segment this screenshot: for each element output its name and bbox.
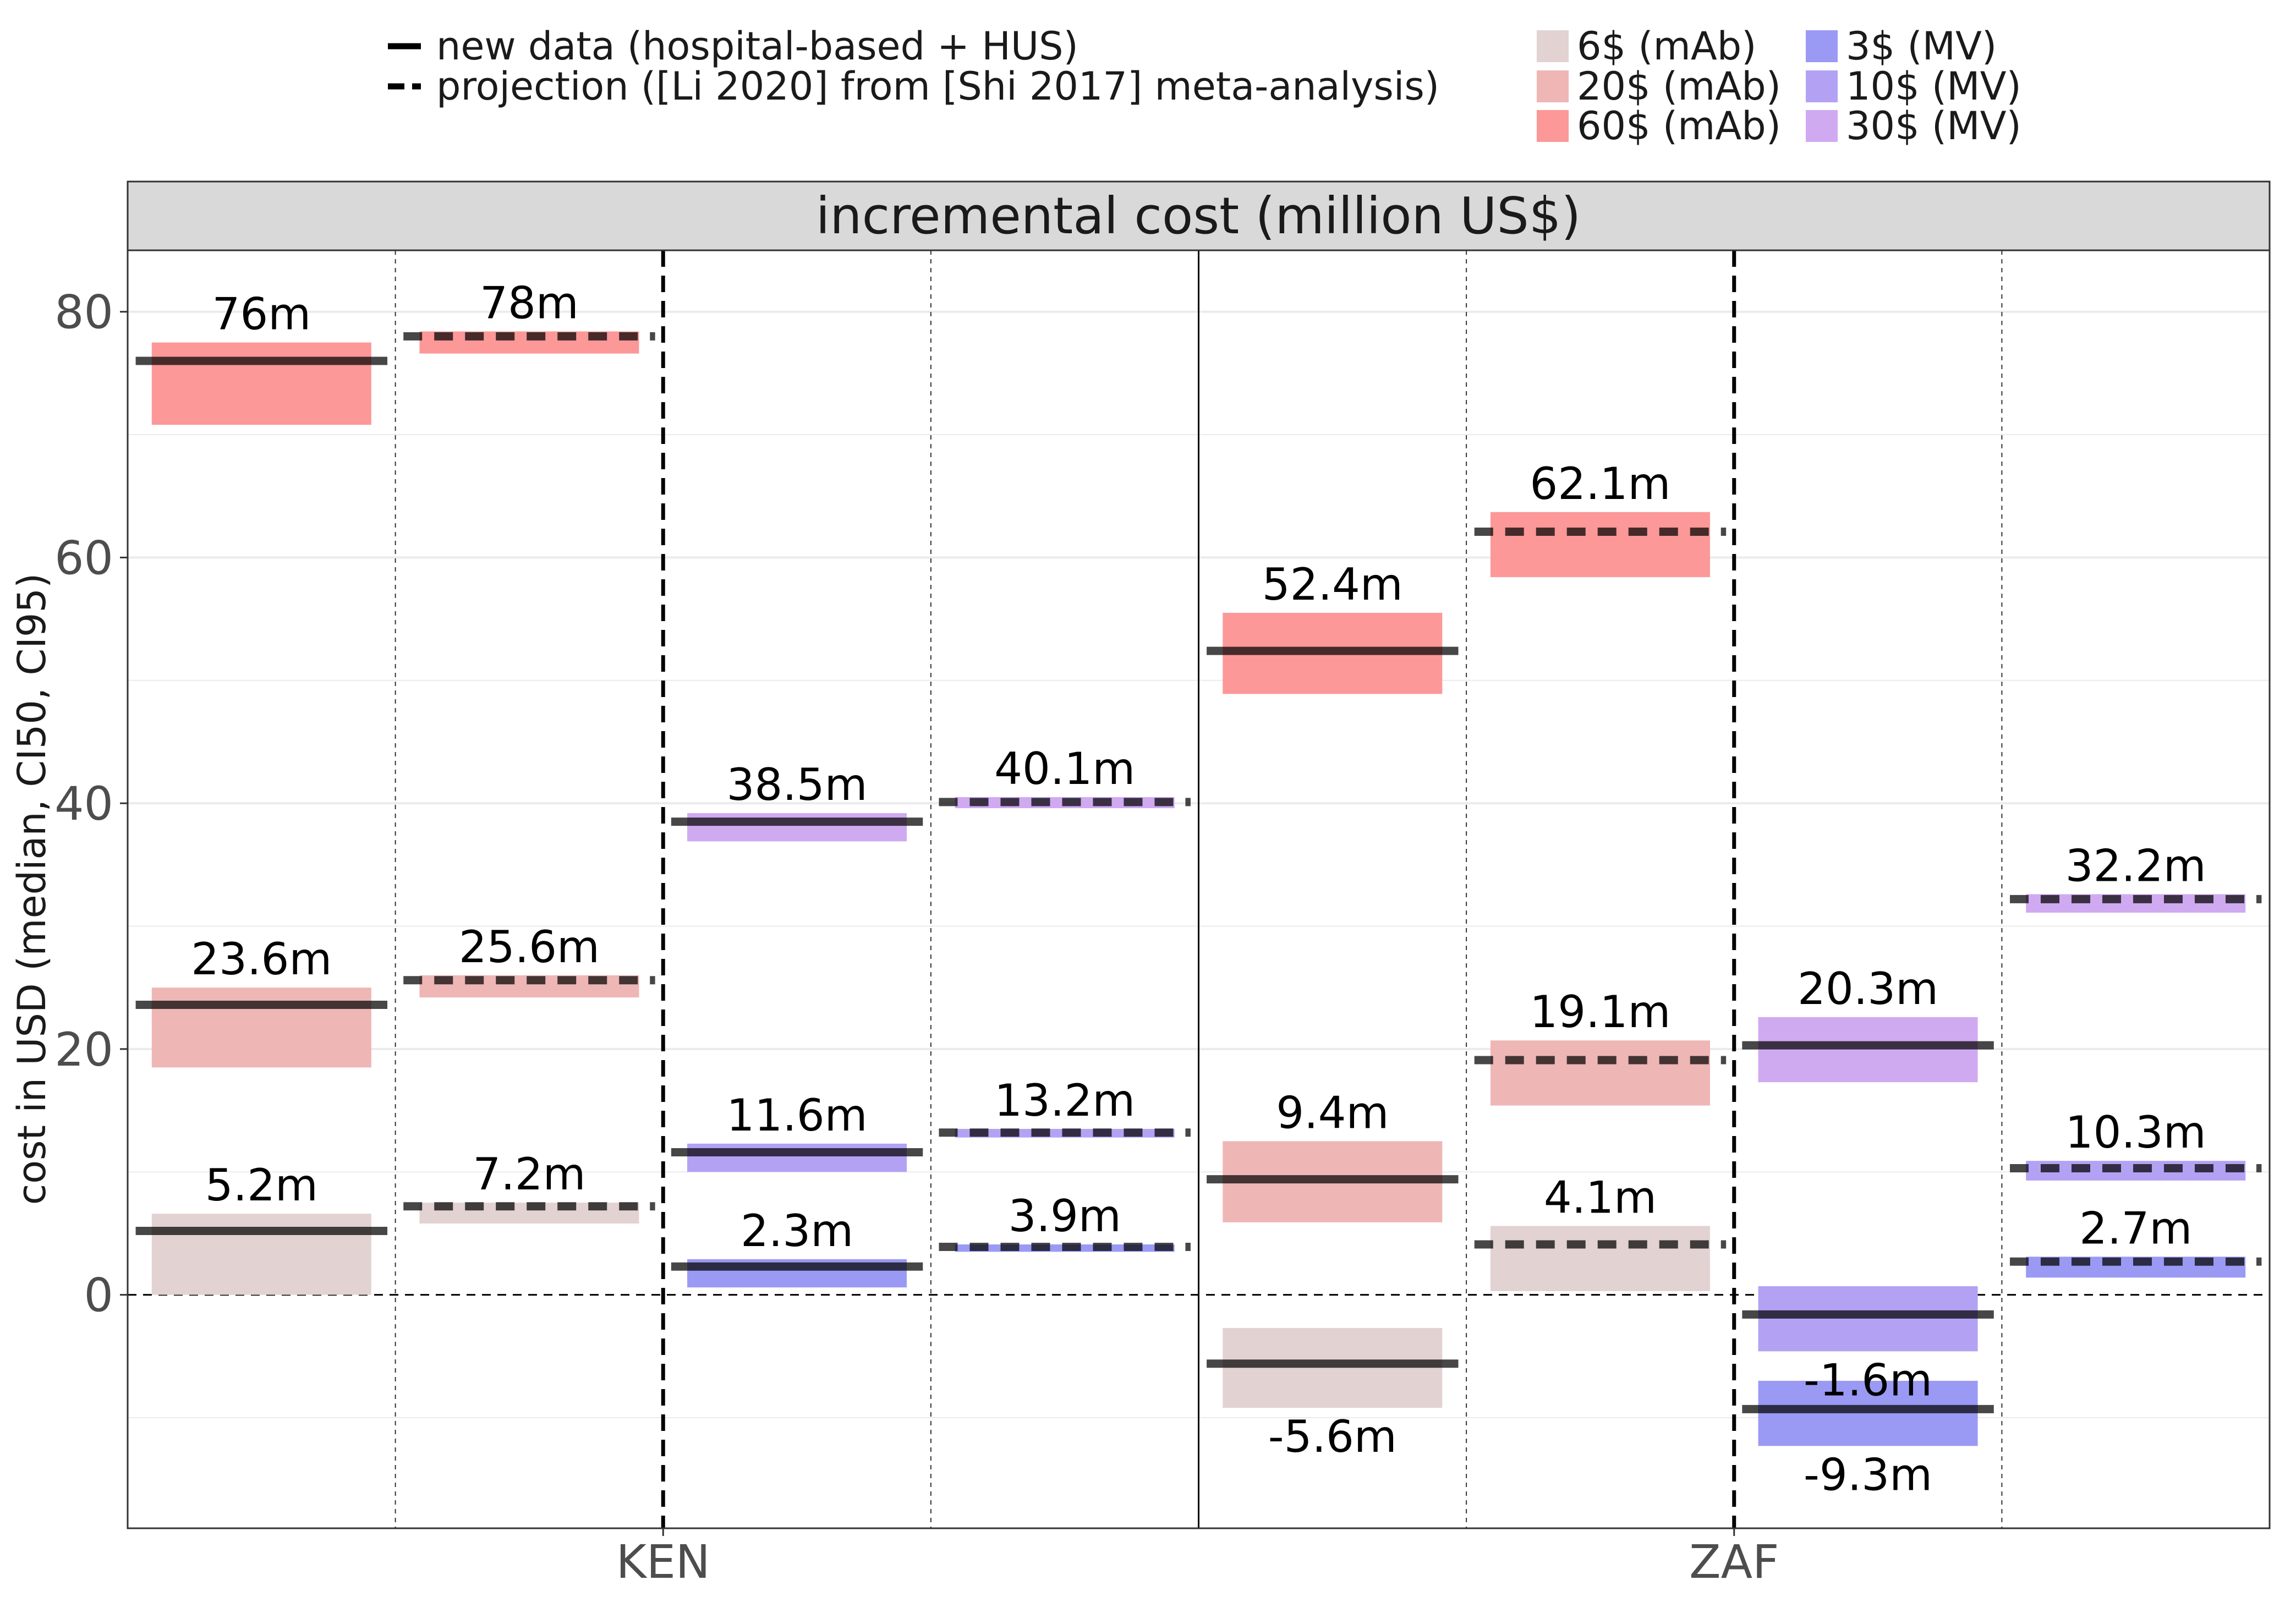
ci50-band — [151, 1214, 371, 1295]
legend-swatch-20-mab — [1537, 70, 1569, 102]
value-label: 23.6m — [191, 934, 332, 985]
value-label: -1.6m — [1804, 1354, 1932, 1406]
legend-swatch-30-mv — [1806, 110, 1838, 142]
y-tick-label: 0 — [84, 1269, 113, 1323]
ci50-band — [1490, 1226, 1710, 1291]
data-marks — [135, 331, 2262, 1446]
y-tick-label: 80 — [54, 286, 113, 339]
y-axis-title: cost in USD (median, CI50, CI95) — [9, 573, 54, 1205]
x-tick-label: ZAF — [1689, 1535, 1779, 1589]
line-legend: new data (hospital-based + HUS) projecti… — [388, 24, 1439, 109]
ci50-band — [1490, 512, 1710, 578]
y-axis: 0 20 40 60 80 — [54, 286, 128, 1323]
y-tick-label: 60 — [54, 531, 113, 585]
y-tick-label: 40 — [54, 777, 113, 831]
legend-label-20-mab: 20$ (mAb) — [1577, 64, 1781, 109]
value-label: -5.6m — [1268, 1411, 1397, 1462]
legend-label-60-mab: 60$ (mAb) — [1577, 103, 1781, 149]
legend-label-10-mv: 10$ (MV) — [1846, 64, 2021, 109]
facet-strip-background — [127, 180, 2271, 251]
value-label: 19.1m — [1530, 986, 1670, 1038]
value-label: 78m — [480, 277, 579, 328]
value-label: 10.3m — [2065, 1107, 2206, 1158]
ci50-band — [687, 1143, 907, 1172]
value-label: 40.1m — [994, 743, 1135, 794]
ci50-band — [151, 342, 371, 425]
legend-swatch-60-mab — [1537, 110, 1569, 142]
value-label: 4.1m — [1544, 1172, 1657, 1224]
value-label: 5.2m — [205, 1160, 318, 1211]
value-label: 9.4m — [1276, 1087, 1389, 1138]
ci50-band — [687, 813, 907, 842]
value-label: 7.2m — [473, 1149, 585, 1200]
value-label: 25.6m — [459, 921, 600, 973]
x-tick-label: KEN — [616, 1535, 710, 1589]
ci50-band — [1758, 1286, 1978, 1352]
legend-swatch-6-mab — [1537, 30, 1569, 62]
legend-swatch-3-mv — [1806, 30, 1838, 62]
value-label: 2.3m — [741, 1205, 853, 1257]
ci50-band — [1223, 1327, 1443, 1408]
ci50-band — [1490, 1040, 1710, 1106]
legend-label-6-mab: 6$ (mAb) — [1577, 24, 1756, 69]
value-label: 2.7m — [2079, 1203, 2192, 1254]
value-label: 76m — [212, 289, 311, 340]
legend-dashed-line-label: projection ([Li 2020] from [Shi 2017] me… — [436, 64, 1439, 109]
legend-solid-line-label: new data (hospital-based + HUS) — [436, 24, 1078, 69]
value-label: 3.9m — [1009, 1190, 1121, 1242]
plot-panel-border — [127, 249, 2271, 1529]
ci50-band — [1758, 1380, 1978, 1446]
ci50-band — [151, 987, 371, 1068]
legend-swatch-10-mv — [1806, 70, 1838, 102]
value-labels: 5.2m 23.6m 76m 7.2m 25.6m 78m 2.3m 11.6m 38.5m 3.… — [191, 277, 2206, 1500]
x-axis: KEN ZAF — [616, 1528, 1779, 1589]
value-label: 38.5m — [727, 759, 868, 810]
fill-legend: 6$ (mAb) 20$ (mAb) 60$ (mAb) 3$ (MV) 10$… — [1537, 24, 2021, 149]
facet-strip: incremental cost (million US$) — [127, 180, 2271, 251]
y-tick-label: 20 — [54, 1023, 113, 1077]
value-label: 52.4m — [1262, 559, 1403, 610]
chart-title: incremental cost (million US$) — [816, 186, 1581, 245]
value-label: 32.2m — [2065, 840, 2206, 891]
value-label: -9.3m — [1804, 1449, 1932, 1500]
value-label: 13.2m — [994, 1075, 1135, 1126]
value-label: 20.3m — [1798, 963, 1938, 1014]
column-separators — [394, 250, 2003, 1528]
legend-label-3-mv: 3$ (MV) — [1846, 24, 1997, 69]
legend-label-30-mv: 30$ (MV) — [1846, 103, 2021, 149]
ci50-band — [1758, 1017, 1978, 1083]
value-label: 62.1m — [1530, 458, 1670, 509]
value-label: 11.6m — [727, 1090, 868, 1141]
